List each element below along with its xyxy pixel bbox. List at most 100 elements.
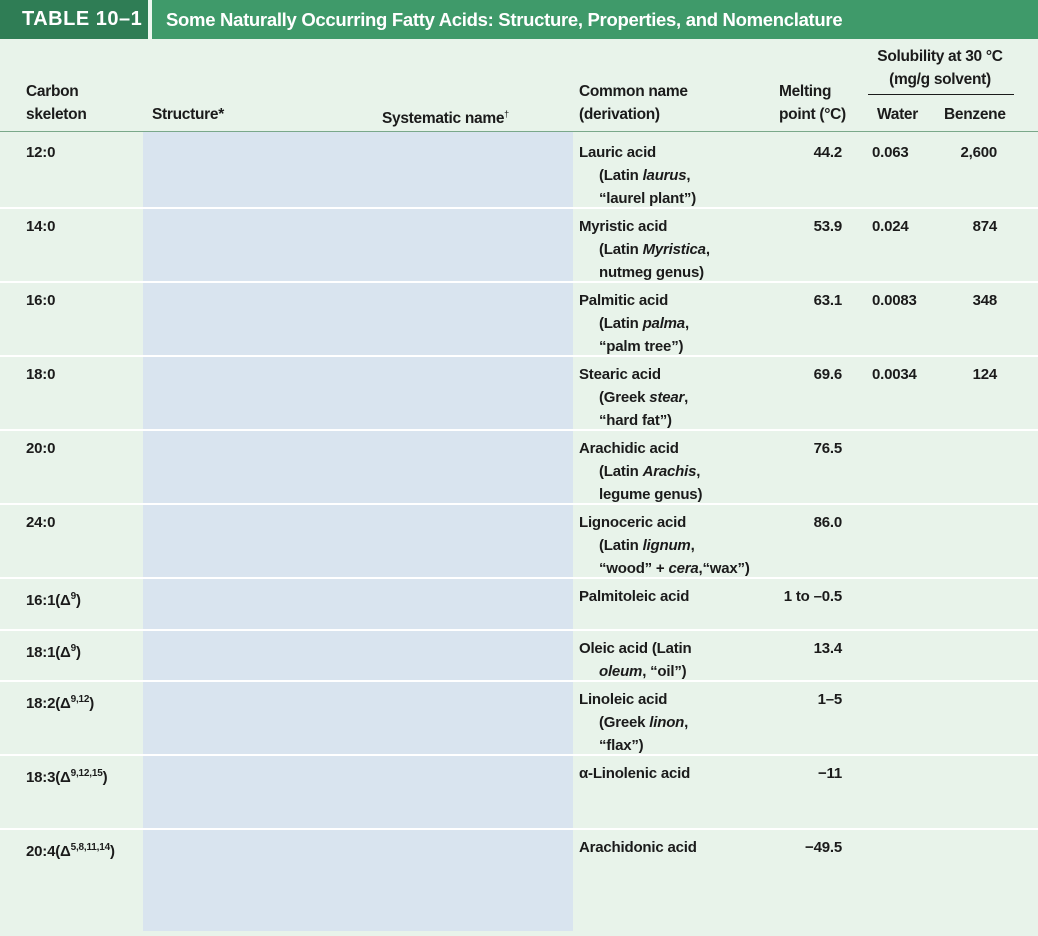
common-name-line: Oleic acid (Latin — [579, 637, 692, 660]
common-name-cell: α-Linolenic acid — [579, 762, 690, 785]
common-name-cell: Palmitic acid (Latin palma, “palm tree”) — [579, 289, 689, 358]
derivation-line: legume genus) — [579, 483, 702, 506]
derivation-italic: palma — [642, 315, 686, 332]
derivation-text: “flax”) — [599, 737, 644, 754]
common-name-cell: Linoleic acid (Greek linon, “flax”) — [579, 688, 688, 757]
header-common-name: Common name (derivation) — [579, 80, 688, 126]
derivation-italic: Arachis — [642, 463, 697, 480]
common-name-cell: Myristic acid (Latin Myristica, nutmeg gen… — [579, 215, 710, 284]
header-divider — [0, 131, 1038, 132]
derivation-text: (Latin — [599, 315, 643, 332]
delta-positions: 9,12 — [70, 694, 90, 705]
carbon-skeleton-text: 20:0 — [26, 440, 56, 457]
derivation-line: “wood” + cera,“wax”) — [579, 557, 750, 580]
common-name-line: Lignoceric acid — [579, 511, 750, 534]
carbon-skeleton-cell: 18:2(Δ9,12) — [26, 688, 94, 715]
header-melting-point: Melting point (°C) — [779, 80, 846, 126]
derivation-line: (Latin lignum, — [579, 534, 750, 557]
row-divider — [0, 281, 1038, 283]
melting-point-cell: 1 to –0.5 — [783, 588, 842, 605]
melting-point-cell: 13.4 — [813, 640, 843, 657]
water-solubility-cell: 0.0083 — [872, 292, 917, 309]
common-name-line: Palmitoleic acid — [579, 585, 689, 608]
water-solubility-cell: 0.063 — [872, 144, 909, 161]
water-solubility-cell: 0.024 — [872, 218, 909, 235]
common-name: Linoleic acid — [579, 691, 668, 708]
header-carbon-line2: skeleton — [26, 106, 87, 123]
solubility-divider — [868, 94, 1014, 95]
derivation-text: (Latin — [599, 241, 643, 258]
common-name-line: Myristic acid — [579, 215, 710, 238]
carbon-skeleton-cell: 20:4(Δ5,8,11,14) — [26, 836, 115, 863]
water-solubility-cell: 0.0034 — [872, 366, 917, 383]
derivation-italic: laurus — [642, 167, 687, 184]
derivation-italic: linon — [649, 714, 685, 731]
derivation-text: (Latin — [599, 463, 643, 480]
derivation-text: , — [696, 463, 701, 480]
carbon-skeleton-cell: 18:3(Δ9,12,15) — [26, 762, 108, 789]
common-name-line: Arachidic acid — [579, 437, 702, 460]
derivation-italic: stear — [649, 389, 685, 406]
header-systematic-name: Systematic name† — [382, 103, 509, 130]
common-name-cell: Oleic acid (Latin oleum, “oil”) — [579, 637, 692, 683]
common-name-line: Palmitic acid — [579, 289, 689, 312]
derivation-text: (Latin — [599, 167, 643, 184]
derivation-line: “palm tree”) — [579, 335, 689, 358]
derivation-text: , — [690, 537, 695, 554]
common-name: Lauric acid — [579, 144, 656, 161]
carbon-skeleton-close: ) — [102, 769, 108, 786]
derivation-text: “laurel plant”) — [599, 190, 697, 207]
benzene-solubility-cell: 348 — [972, 292, 998, 309]
table-title: Some Naturally Occurring Fatty Acids: St… — [166, 8, 843, 30]
derivation-text: (Greek — [599, 389, 650, 406]
row-divider — [0, 429, 1038, 431]
derivation-line: (Greek linon, — [579, 711, 688, 734]
common-name-cell: Arachidonic acid — [579, 836, 697, 859]
carbon-skeleton-close: ) — [75, 592, 81, 609]
melting-point-cell: −11 — [817, 765, 842, 782]
delta-positions: 5,8,11,14 — [70, 842, 111, 853]
benzene-solubility-cell: 874 — [972, 218, 998, 235]
derivation-line: “hard fat”) — [579, 409, 688, 432]
carbon-skeleton-cell: 18:0 — [26, 363, 55, 386]
header-structure: Structure* — [152, 106, 224, 123]
delta-positions: 9 — [70, 643, 77, 654]
header-solubility: Solubility at 30 °C (mg/g solvent) — [865, 45, 1015, 91]
common-name-line: Arachidonic acid — [579, 836, 697, 859]
common-name: Stearic acid — [579, 366, 661, 383]
derivation-italic: lignum — [642, 537, 691, 554]
header-benzene: Benzene — [944, 106, 1006, 123]
derivation-line: (Latin Arachis, — [579, 460, 702, 483]
carbon-skeleton-cell: 20:0 — [26, 437, 55, 460]
derivation-text: ,“wax”) — [698, 560, 750, 577]
derivation-line: (Latin palma, — [579, 312, 689, 335]
derivation-text: , — [684, 714, 689, 731]
common-name: Myristic acid — [579, 218, 668, 235]
carbon-skeleton-close: ) — [109, 843, 115, 860]
table-title-bar: TABLE 10–1 Some Naturally Occurring Fatt… — [0, 0, 1038, 39]
common-name-line: Stearic acid — [579, 363, 688, 386]
derivation-line: (Latin Myristica, — [579, 238, 710, 261]
derivation-text: , — [684, 389, 689, 406]
header-common-line2: (derivation) — [579, 106, 660, 123]
header-carbon-skeleton: Carbon skeleton — [26, 80, 87, 126]
derivation-line: “flax”) — [579, 734, 688, 757]
header-systematic-mark: † — [504, 109, 509, 119]
derivation-line: oleum, “oil”) — [579, 660, 691, 683]
header-melting-line2: point (°C) — [779, 106, 846, 123]
derivation-italic: cera — [668, 560, 699, 577]
carbon-skeleton-cell: 24:0 — [26, 511, 55, 534]
carbon-skeleton-cell: 12:0 — [26, 141, 55, 164]
row-divider — [0, 207, 1038, 209]
row-divider — [0, 828, 1038, 830]
delta-positions: 9,12,15 — [70, 768, 103, 779]
common-name: Palmitic acid — [579, 292, 669, 309]
common-name-cell: Lignoceric acid (Latin lignum, “wood” + ce… — [579, 511, 750, 580]
header-carbon-line1: Carbon — [26, 83, 79, 100]
melting-point-cell: 86.0 — [813, 514, 843, 531]
carbon-skeleton-cell: 18:1(Δ9) — [26, 637, 81, 664]
derivation-text: , — [705, 241, 710, 258]
row-divider — [0, 577, 1038, 579]
carbon-skeleton-text: 24:0 — [26, 514, 56, 531]
derivation-text: , “oil”) — [642, 663, 687, 680]
